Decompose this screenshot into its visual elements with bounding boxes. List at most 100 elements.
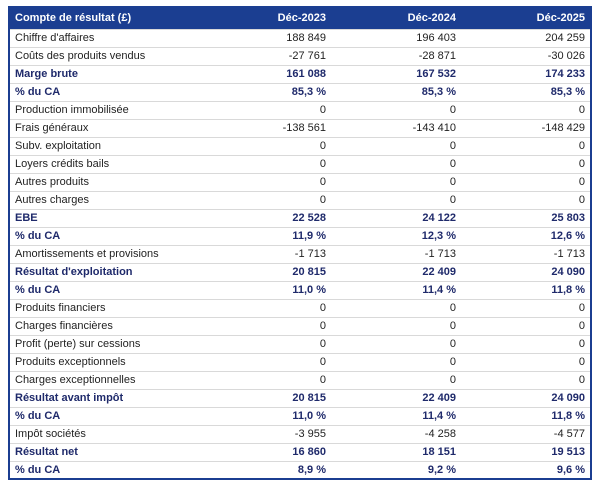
table-row: Impôt sociétés -3 955 -4 258 -4 577 [9, 424, 591, 443]
row-label-cell: Produits exceptionnels [9, 352, 201, 371]
value-cell: -3 955 [201, 424, 331, 443]
value-cell: 196 403 [331, 28, 461, 47]
table-row: EBE 22 528 24 122 25 803 [9, 208, 591, 227]
value-cell: -30 026 [461, 46, 591, 65]
value-cell: 0 [461, 100, 591, 119]
table-row: Coûts des produits vendus -27 761 -28 871-… [9, 46, 591, 65]
row-label-cell: Produits financiers [9, 298, 201, 317]
value-cell: 0 [331, 100, 461, 119]
value-cell: 0 [201, 100, 331, 119]
value-cell: 19 513 [461, 442, 591, 461]
row-label-cell: Amortissements et provisions [9, 244, 201, 263]
value-cell: 8,9 % [201, 460, 331, 479]
row-label-cell: Coûts des produits vendus [9, 46, 201, 65]
value-cell: 0 [331, 370, 461, 389]
row-label-cell: Impôt sociétés [9, 424, 201, 443]
value-cell: 204 259 [461, 28, 591, 47]
value-cell: 0 [461, 172, 591, 191]
row-label-cell: Résultat avant impôt [9, 388, 201, 407]
table-row: Marge brute 161 088 167 532 174 233 [9, 64, 591, 83]
value-cell: 0 [201, 370, 331, 389]
value-cell: 9,6 % [461, 460, 591, 479]
column-header-dec-2023: Déc-2023 [201, 7, 331, 29]
table-row: Subv. exploitation 0 0 0 [9, 136, 591, 155]
value-cell: 167 532 [331, 64, 461, 83]
value-cell: 0 [331, 172, 461, 191]
row-label-cell: Loyers crédits bails [9, 154, 201, 173]
row-label-cell: Autres produits [9, 172, 201, 191]
value-cell: -4 258 [331, 424, 461, 443]
value-cell: 24 090 [461, 388, 591, 407]
row-label-cell: Chiffre d'affaires [9, 28, 201, 47]
value-cell: 9,2 % [331, 460, 461, 479]
value-cell: 0 [461, 136, 591, 155]
row-label-cell: Résultat d'exploitation [9, 262, 201, 281]
table-header-row: Compte de résultat (£) Déc-2023 Déc-2024… [9, 7, 591, 29]
column-header-dec-2025: Déc-2025 [461, 7, 591, 29]
value-cell: -1 713 [331, 244, 461, 263]
row-label-cell: Résultat net [9, 442, 201, 461]
value-cell: 16 860 [201, 442, 331, 461]
value-cell: 12,6 % [461, 226, 591, 245]
value-cell: 0 [331, 136, 461, 155]
value-cell: 0 [461, 370, 591, 389]
row-label-cell: % du CA [9, 226, 201, 245]
table-row: Frais généraux -138 561 -143 410 -148 429 [9, 118, 591, 137]
value-cell: 24 090 [461, 262, 591, 281]
table-row: % du CA 11,0 % 11,4 % 11,8 % [9, 406, 591, 425]
table-row: % du CA 85,3 % 85,3 % 85,3 % [9, 82, 591, 101]
value-cell: 0 [201, 136, 331, 155]
row-label-cell: Autres charges [9, 190, 201, 209]
value-cell: 0 [201, 154, 331, 173]
value-cell: -138 561 [201, 118, 331, 137]
table-row: Autres charges 0 0 0 [9, 190, 591, 209]
value-cell: 0 [461, 334, 591, 353]
value-cell: 0 [331, 298, 461, 317]
column-header-dec-2024: Déc-2024 [331, 7, 461, 29]
table-row: Autres produits 0 0 0 [9, 172, 591, 191]
value-cell: -1 713 [461, 244, 591, 263]
value-cell: 11,0 % [201, 406, 331, 425]
value-cell: -148 429 [461, 118, 591, 137]
value-cell: 85,3 % [461, 82, 591, 101]
table-row: Résultat net 16 860 18 151 19 513 [9, 442, 591, 461]
value-cell: 24 122 [331, 208, 461, 227]
row-label-cell: % du CA [9, 280, 201, 299]
value-cell: 0 [331, 190, 461, 209]
value-cell: 11,8 % [461, 280, 591, 299]
row-label-cell: Charges exceptionnelles [9, 370, 201, 389]
row-label-cell: % du CA [9, 82, 201, 101]
row-label-cell: Charges financières [9, 316, 201, 335]
table-row: % du CA 11,9 % 12,3 % 12,6 % [9, 226, 591, 245]
value-cell: 0 [461, 298, 591, 317]
value-cell: 11,9 % [201, 226, 331, 245]
value-cell: -27 761 [201, 46, 331, 65]
table-row: Chiffre d'affaires 188 849 196 403 204 259 [9, 28, 591, 47]
value-cell: 0 [461, 190, 591, 209]
value-cell: 0 [201, 190, 331, 209]
value-cell: 0 [201, 334, 331, 353]
value-cell: 0 [201, 298, 331, 317]
row-label-cell: Profit (perte) sur cessions [9, 334, 201, 353]
value-cell: -28 871 [331, 46, 461, 65]
value-cell: 161 088 [201, 64, 331, 83]
value-cell: 85,3 % [201, 82, 331, 101]
row-label-cell: EBE [9, 208, 201, 227]
value-cell: 11,8 % [461, 406, 591, 425]
row-label-cell: Marge brute [9, 64, 201, 83]
table-row: Profit (perte) sur cessions 0 0 0 [9, 334, 591, 353]
value-cell: 11,4 % [331, 280, 461, 299]
value-cell: 0 [201, 316, 331, 335]
table-row: Amortissements et provisions -1 713 -1 713… [9, 244, 591, 263]
value-cell: 20 815 [201, 262, 331, 281]
row-label-cell: % du CA [9, 460, 201, 479]
value-cell: 12,3 % [331, 226, 461, 245]
table-row: Résultat d'exploitation 20 815 22 409 24 09… [9, 262, 591, 281]
row-label-cell: % du CA [9, 406, 201, 425]
table-row: Charges exceptionnelles 0 0 0 [9, 370, 591, 389]
table-row: % du CA 8,9 % 9,2 % 9,6 % [9, 460, 591, 479]
value-cell: 20 815 [201, 388, 331, 407]
value-cell: 22 409 [331, 388, 461, 407]
table-row: % du CA 11,0 % 11,4 % 11,8 % [9, 280, 591, 299]
table-row: Production immobilisée 0 0 0 [9, 100, 591, 119]
